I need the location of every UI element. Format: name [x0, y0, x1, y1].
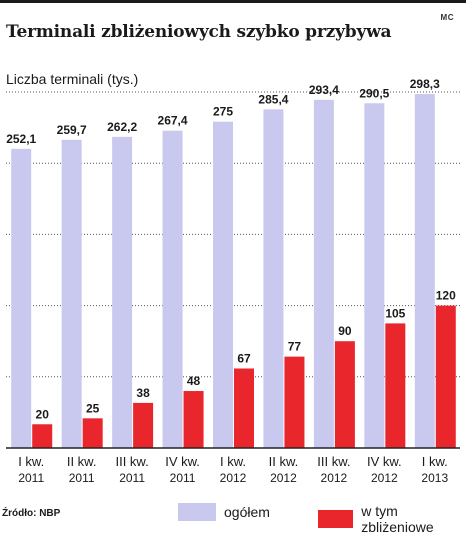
x-tick-label-quarter: III kw.	[317, 454, 350, 469]
x-tick-label-quarter: I kw.	[422, 454, 448, 469]
data-label-contactless: 25	[86, 401, 100, 415]
data-label-contactless: 120	[436, 289, 456, 303]
x-tick-label-quarter: II kw.	[67, 454, 97, 469]
x-tick-label-quarter: IV kw.	[367, 454, 402, 469]
bar-total	[61, 139, 82, 448]
data-label-total: 298,3	[410, 77, 440, 91]
data-label-contactless: 90	[338, 324, 352, 338]
x-tick-label-quarter: I kw.	[220, 454, 246, 469]
x-tick-label-quarter: IV kw.	[165, 454, 200, 469]
data-label-total: 290,5	[359, 86, 389, 100]
bar-chart: 252,1 20 I kw. 2011 259,7 25 II kw. 2011 262,2 38…	[6, 77, 460, 485]
x-tick-label-year: 2012	[220, 471, 247, 485]
bar-total	[11, 148, 32, 448]
legend-item-contactless: w tym zbliżeniowe	[318, 503, 466, 535]
chart-footer: Źródło: NBP ogółem w tym zbliżeniowe	[0, 500, 466, 535]
bar-contactless	[183, 391, 204, 448]
legend-label-contactless: w tym zbliżeniowe	[361, 503, 434, 535]
x-tick-label-year: 2011	[69, 471, 95, 485]
data-label-total: 293,4	[309, 83, 339, 97]
bar-contactless	[284, 356, 305, 448]
data-label-total: 252,1	[6, 132, 36, 146]
legend-swatch-contactless	[318, 510, 354, 528]
data-label-total: 262,2	[107, 120, 137, 134]
bar-contactless	[334, 341, 355, 448]
data-label-contactless: 67	[237, 351, 251, 365]
y-axis-label: Liczba terminali (tys.)	[6, 71, 139, 87]
x-tick-label-year: 2012	[270, 471, 297, 485]
data-label-total: 285,4	[258, 92, 288, 106]
data-label-contactless: 20	[36, 407, 50, 421]
x-tick-label-year: 2011	[18, 471, 44, 485]
bar-total	[263, 109, 284, 449]
bar-total	[313, 99, 334, 448]
bar-total	[213, 121, 233, 449]
credit-mark: MC	[440, 13, 454, 22]
source-note: Źródło: NBP	[2, 508, 61, 519]
data-label-contactless: 48	[187, 374, 201, 388]
x-tick-label-year: 2012	[371, 471, 398, 485]
data-label-contactless: 77	[288, 340, 302, 354]
legend-swatch-total	[178, 503, 216, 521]
bar-contactless	[234, 368, 254, 448]
data-label-total: 267,4	[158, 114, 188, 128]
x-tick-label-year: 2013	[421, 471, 448, 485]
top-rule	[0, 0, 466, 3]
bar-contactless	[32, 424, 53, 448]
bar-contactless	[385, 323, 406, 448]
chart-title: Terminali zbliżeniowych szybko przybywa	[6, 22, 392, 42]
data-label-contactless: 38	[136, 386, 150, 400]
bar-contactless	[82, 418, 103, 448]
x-tick-label-year: 2012	[321, 471, 348, 485]
bar-total	[364, 103, 385, 449]
x-tick-label-quarter: II kw.	[269, 454, 299, 469]
x-tick-label-year: 2011	[170, 471, 196, 485]
data-label-total: 275	[213, 105, 233, 119]
x-tick-label-year: 2011	[119, 471, 145, 485]
data-label-total: 259,7	[57, 123, 87, 137]
bar-total	[162, 130, 183, 448]
x-tick-label-quarter: III kw.	[115, 454, 148, 469]
bar-total	[414, 94, 435, 448]
data-label-contactless: 105	[385, 306, 405, 320]
bar-contactless	[133, 402, 154, 448]
legend-item-total: ogółem	[178, 503, 270, 521]
bar-total	[112, 136, 133, 448]
legend-label-total: ogółem	[224, 504, 270, 520]
bar-contactless	[435, 305, 456, 448]
x-tick-label-quarter: I kw.	[18, 454, 44, 469]
